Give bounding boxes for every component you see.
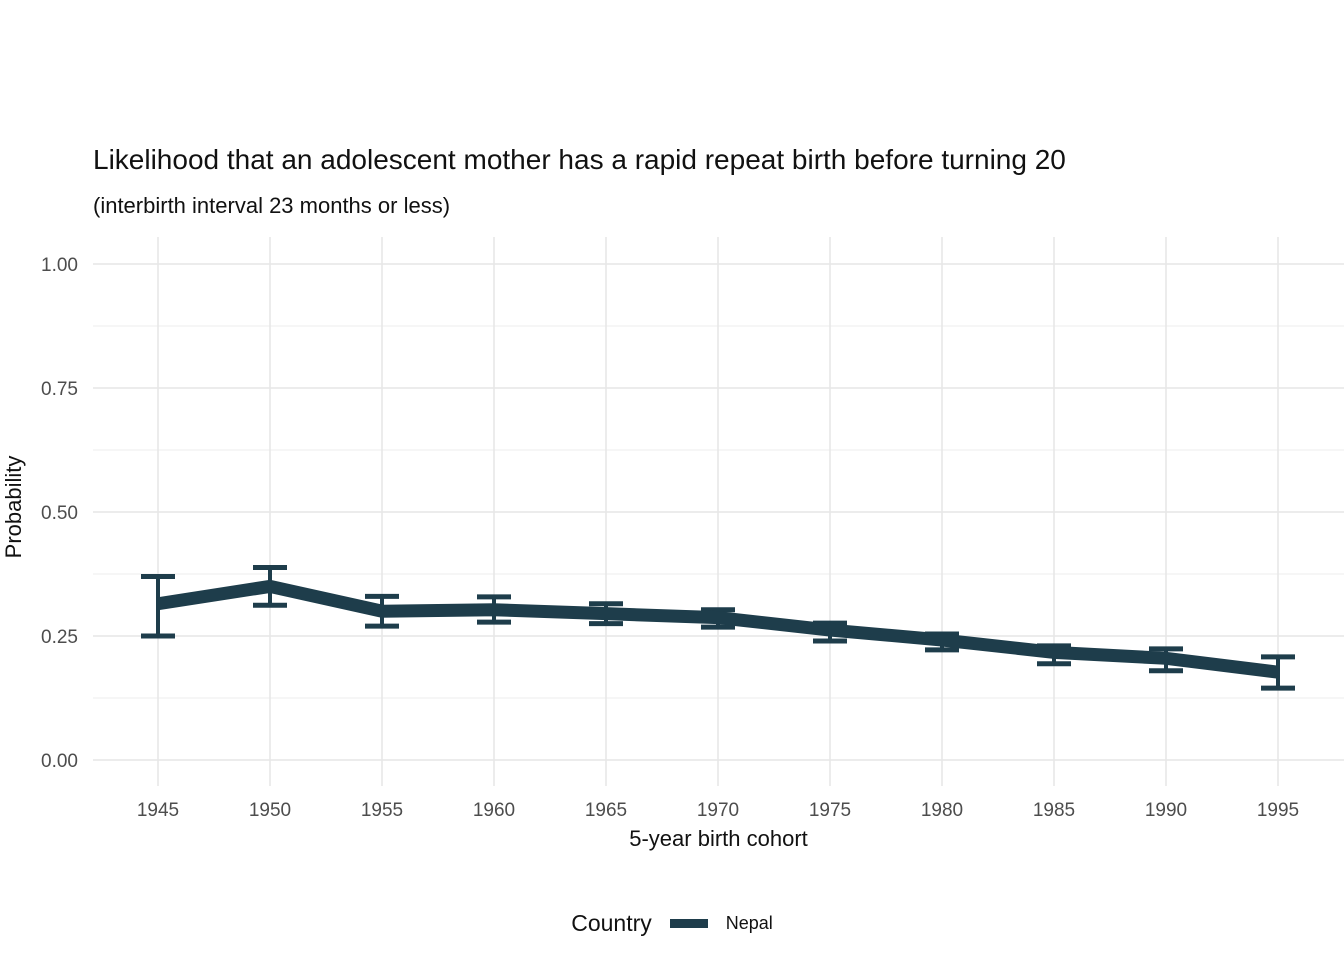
- x-tick-label: 1985: [1033, 800, 1075, 821]
- x-tick-label: 1960: [473, 800, 515, 821]
- x-tick-label: 1945: [137, 800, 179, 821]
- chart-subtitle: (interbirth interval 23 months or less): [93, 193, 451, 218]
- legend: Country Nepal: [0, 903, 1344, 943]
- x-tick-label: 1975: [809, 800, 851, 821]
- x-tick-label: 1970: [697, 800, 739, 821]
- y-tick-label: 0.25: [41, 627, 78, 648]
- chart-title: Likelihood that an adolescent mother has…: [93, 144, 1066, 175]
- x-tick-label: 1980: [921, 800, 963, 821]
- x-tick-label: 1995: [1257, 800, 1299, 821]
- y-tick-label: 0.75: [41, 379, 78, 400]
- legend-line-swatch: [669, 918, 708, 928]
- y-tick-label: 1.00: [41, 255, 78, 276]
- legend-title: Country: [571, 909, 652, 936]
- y-tick-label: 0.00: [41, 751, 78, 772]
- x-tick-label: 1955: [361, 800, 403, 821]
- x-axis-title: 5-year birth cohort: [629, 826, 808, 851]
- x-tick-label: 1965: [585, 800, 627, 821]
- trend-line-nepal: [157, 579, 1279, 679]
- legend-item-label: Nepal: [725, 912, 773, 933]
- y-tick-label: 0.50: [41, 503, 78, 524]
- y-axis-title: Probability: [1, 455, 26, 559]
- x-tick-label: 1990: [1145, 800, 1187, 821]
- x-tick-label: 1950: [249, 800, 291, 821]
